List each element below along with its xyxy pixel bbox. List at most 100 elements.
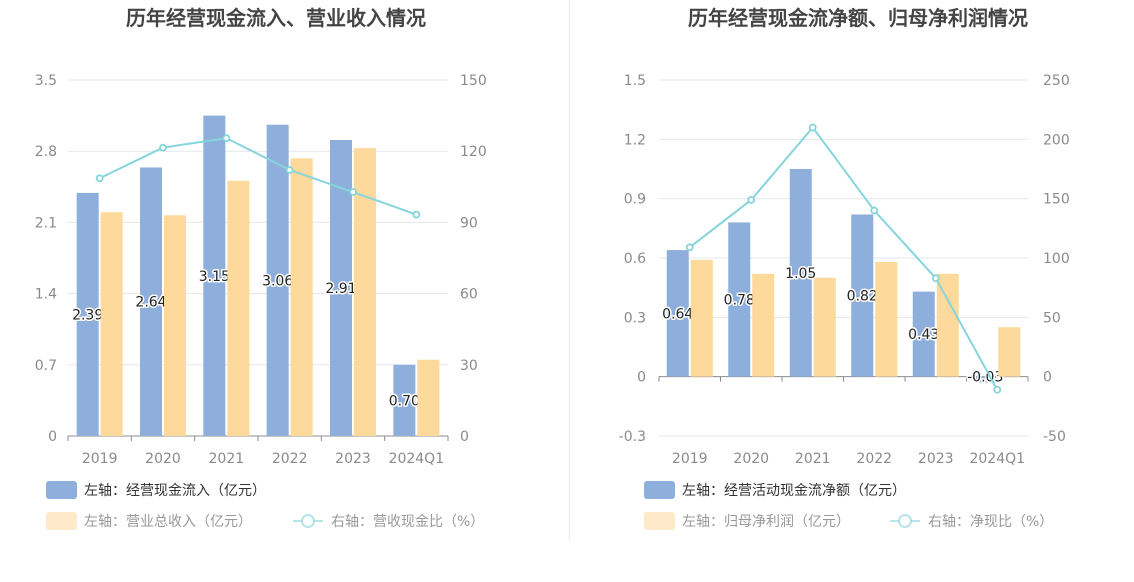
ratio-point (285, 166, 294, 174)
legend-label: 右轴：净现比（%） (928, 514, 1053, 530)
left-axis-tick: 0 (637, 370, 646, 386)
primary-bar (666, 250, 689, 377)
left-axis-tick: 0.3 (624, 310, 646, 326)
right-axis-tick: 60 (460, 287, 478, 303)
primary-bar (76, 192, 99, 436)
bar-value-label: 1.05 (785, 266, 816, 282)
primary-bar (728, 222, 751, 377)
left-axis-tick: 0.6 (624, 251, 646, 267)
bar-value-label: 3.06 (262, 273, 293, 289)
left-axis-tick: -0.3 (619, 429, 646, 445)
secondary-bar (164, 215, 186, 436)
chart-title: 历年经营现金流入、营业收入情况 (126, 6, 426, 30)
left-axis-tick: 3.5 (35, 73, 57, 89)
netcash-profit-chart: 历年经营现金流净额、归母净利润情况 -0.3 0 0.3 0.6 0.9 1.2 1.5 -50… (619, 6, 1070, 530)
ratio-point (993, 385, 1002, 394)
bar-value-label: 0.82 (847, 289, 878, 305)
left-axis-tick: 2.1 (35, 215, 57, 231)
right-axis-tick: 30 (460, 358, 478, 374)
panel-divider (569, 0, 570, 540)
legend-label: 左轴：归母净利润（亿元） (682, 513, 850, 530)
legend-swatch (644, 512, 675, 530)
secondary-bar (100, 212, 123, 436)
bar-value-label: 0.70 (389, 393, 420, 409)
bar-value-label: 0.78 (724, 293, 755, 309)
secondary-bar (290, 158, 313, 436)
primary-bar (203, 115, 226, 436)
category-label: 2022 (272, 451, 308, 467)
category-label: 2024Q1 (969, 451, 1025, 467)
secondary-bar (417, 359, 440, 436)
legend-swatch (46, 481, 77, 499)
right-axis-tick: 150 (460, 73, 487, 89)
category-label: 2022 (856, 451, 892, 467)
legend-circle-icon (301, 514, 315, 528)
secondary-bar (227, 180, 250, 436)
ratio-point (870, 206, 879, 215)
primary-bar (140, 167, 162, 436)
ratio-point (412, 210, 421, 219)
category-label: 2019 (82, 451, 118, 467)
legend-label: 左轴：经营现金流入（亿元） (84, 483, 266, 499)
bar-value-label: 2.39 (72, 307, 103, 323)
right-axis-tick: -50 (1043, 429, 1066, 445)
legend-circle-icon (898, 514, 912, 528)
legend-label: 左轴：经营活动现金流净额（亿元） (682, 483, 906, 499)
right-axis-tick: 50 (1043, 310, 1061, 326)
category-label: 2021 (209, 451, 245, 467)
category-label: 2019 (672, 451, 708, 467)
left-axis-tick: 0 (48, 429, 57, 445)
secondary-bar (936, 273, 959, 377)
ratio-point (747, 195, 756, 204)
right-axis-tick: 0 (460, 429, 469, 445)
left-axis-tick: 1.5 (624, 73, 646, 89)
secondary-bar (690, 259, 713, 377)
category-label: 2020 (733, 451, 769, 467)
primary-bar (912, 291, 935, 377)
primary-bar (974, 376, 997, 383)
left-axis-tick: 2.8 (35, 144, 57, 160)
category-label: 2024Q1 (389, 451, 445, 467)
secondary-bar (875, 261, 898, 377)
legend-label: 右轴：营收现金比（%） (331, 514, 484, 530)
primary-bar (789, 169, 812, 377)
ratio-point (95, 174, 104, 183)
ratio-point (685, 243, 694, 252)
left-axis-tick: 0.9 (624, 192, 646, 208)
bar-value-label: 0.43 (908, 327, 939, 343)
ratio-point (349, 188, 357, 196)
right-axis-tick: 250 (1043, 73, 1070, 89)
cashflow-revenue-chart: 历年经营现金流入、营业收入情况 0 0.7 1.4 2.1 2.8 3.5 0 30 60 90 12… (35, 6, 487, 530)
right-axis-tick: 0 (1043, 370, 1052, 386)
right-axis-tick: 200 (1043, 132, 1070, 148)
bar-value-label: -0.03 (967, 370, 1003, 386)
legend-swatch (46, 512, 77, 530)
secondary-bar (813, 277, 836, 377)
ratio-point (222, 134, 231, 143)
bar-value-label: 0.64 (662, 306, 693, 322)
ratio-point (931, 274, 940, 283)
left-axis-tick: 0.7 (35, 358, 57, 374)
left-axis-tick: 1.2 (624, 132, 646, 148)
ratio-point (808, 123, 817, 132)
category-label: 2023 (335, 451, 371, 467)
category-label: 2023 (918, 451, 954, 467)
ratio-line (99, 137, 417, 216)
legend-swatch (644, 481, 675, 499)
category-label: 2021 (795, 451, 831, 467)
primary-bar (851, 214, 874, 377)
category-label: 2020 (145, 451, 181, 467)
legend-label: 左轴：营业总收入（亿元） (84, 514, 252, 530)
primary-bar (393, 364, 416, 436)
ratio-point (159, 143, 167, 152)
chart-title: 历年经营现金流净额、归母净利润情况 (688, 6, 1028, 30)
bar-value-label: 2.64 (135, 295, 166, 311)
secondary-bar (998, 327, 1021, 377)
secondary-bar (752, 273, 775, 377)
ratio-line (689, 125, 999, 391)
bar-value-label: 3.15 (199, 269, 230, 285)
right-axis-tick: 150 (1043, 192, 1070, 208)
secondary-bar (354, 148, 376, 437)
left-axis-tick: 1.4 (35, 287, 57, 303)
